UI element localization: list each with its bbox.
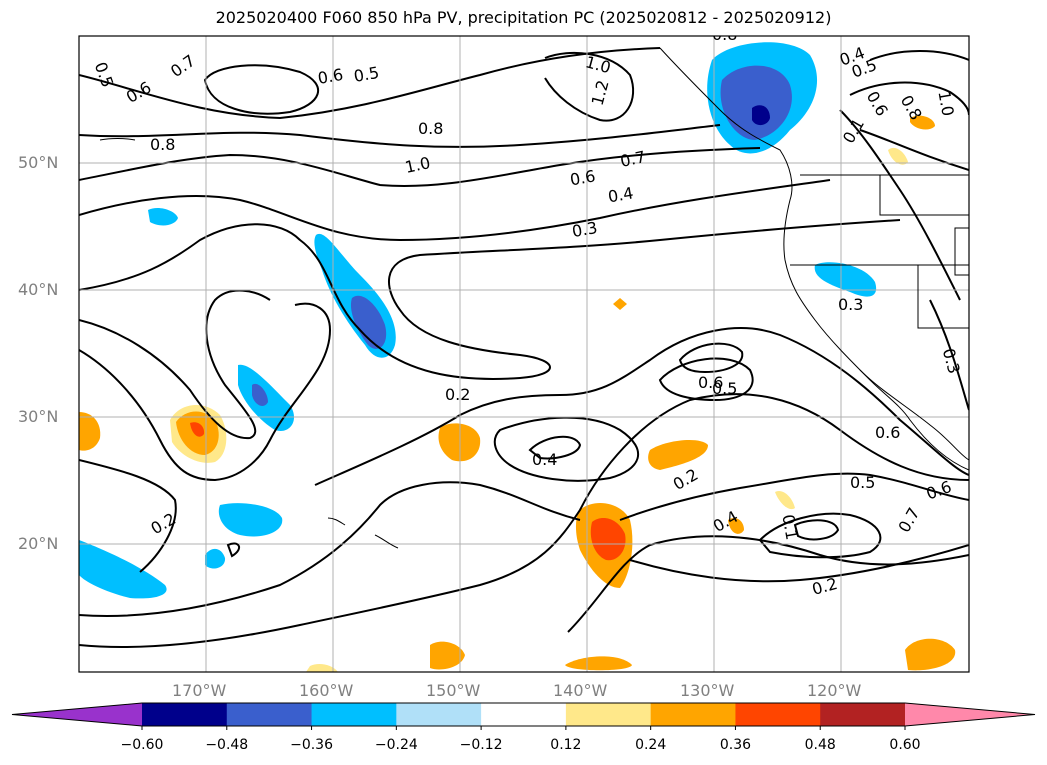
contour-label: 0.7 xyxy=(618,147,647,171)
colorbar-tick-label: 0.60 xyxy=(889,737,921,753)
colorbar-segment xyxy=(735,703,821,726)
contour-label: 0.4 xyxy=(532,450,557,469)
precip-positive-areas xyxy=(79,115,956,672)
precip-negative-areas xyxy=(79,42,877,599)
colorbar-tick-label: −0.60 xyxy=(120,737,164,753)
lon-label-160w: 160°W xyxy=(299,681,354,700)
contour-label: 0.8 xyxy=(712,25,737,44)
lat-label-50n: 50°N xyxy=(18,153,59,172)
colorbar-segment xyxy=(311,703,397,726)
colorbar-segment xyxy=(142,703,228,726)
lon-label-130w: 130°W xyxy=(680,681,735,700)
colorbar-segment xyxy=(650,703,736,726)
lat-label-40n: 40°N xyxy=(18,280,59,299)
contour-label: 0.8 xyxy=(150,135,175,154)
colorbar-tick-label: 0.24 xyxy=(635,737,667,753)
colorbar-segment xyxy=(565,703,652,726)
colorbar-segment xyxy=(396,703,482,726)
contour-label: 0.8 xyxy=(418,119,443,138)
contour-label: 0.5 xyxy=(352,63,380,86)
colorbar-tick-label: −0.48 xyxy=(205,737,249,753)
colorbar-extend-low xyxy=(12,703,142,726)
colorbar-tick-label: 0.36 xyxy=(719,737,752,753)
contour-label: 1.0 xyxy=(403,153,432,177)
contour-label: 0.6 xyxy=(568,166,596,189)
contour-label: 0.2 xyxy=(445,385,470,404)
contour-label: 0.3 xyxy=(570,218,598,241)
contour-label: 0.5 xyxy=(850,473,875,492)
colorbar-tick-label: −0.24 xyxy=(374,737,418,753)
page-title: 2025020400 F060 850 hPa PV, precipitatio… xyxy=(215,8,832,27)
pv-contours xyxy=(79,47,969,649)
contour-label: 0.5 xyxy=(712,379,737,398)
colorbar-tick-label: 0.12 xyxy=(550,737,582,753)
contour-label: 1.0 xyxy=(934,89,957,117)
coastlines xyxy=(99,47,969,558)
lon-label-170w: 170°W xyxy=(172,681,227,700)
colorbar-extend-high xyxy=(905,703,1035,726)
map-frame xyxy=(78,35,970,673)
colorbar-tick-label: −0.36 xyxy=(290,737,333,753)
colorbar-segment xyxy=(820,703,906,726)
lon-label-140w: 140°W xyxy=(553,681,608,700)
lat-label-30n: 30°N xyxy=(18,407,59,426)
lon-label-120w: 120°W xyxy=(807,681,862,700)
contour-label: 0.3 xyxy=(838,295,863,314)
contour-label: 0.6 xyxy=(698,373,723,392)
contour-label: 0.4 xyxy=(606,183,634,206)
contour-label: 0.6 xyxy=(875,423,900,442)
colorbar-segment xyxy=(226,703,313,726)
colorbar-segment xyxy=(481,703,567,726)
lat-label-20n: 20°N xyxy=(18,534,59,553)
colorbar xyxy=(11,702,1036,730)
gridlines xyxy=(79,36,969,672)
contour-label: 0.6 xyxy=(316,65,344,88)
colorbar-tick-label: −0.12 xyxy=(459,737,503,753)
contour-label: 0.1 xyxy=(778,513,801,541)
lon-label-150w: 150°W xyxy=(426,681,481,700)
colorbar-tick-label: 0.48 xyxy=(804,737,836,753)
